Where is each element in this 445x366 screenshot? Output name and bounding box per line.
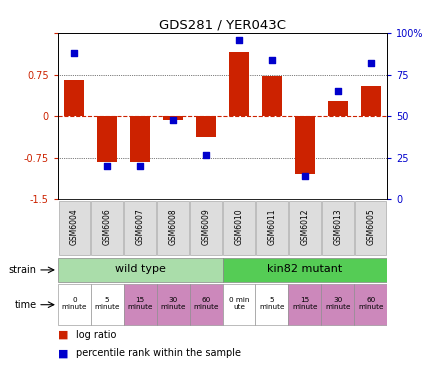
Bar (328, 101, 348, 116)
Bar (222, 258, 387, 282)
Text: GSM6013: GSM6013 (333, 208, 342, 245)
Point (71, 50, 78, 56)
Bar (361, 86, 380, 116)
Text: log ratio: log ratio (76, 330, 116, 340)
Bar (289, 201, 321, 255)
Point (104, 163, 111, 169)
Point (137, 163, 144, 169)
Bar (288, 284, 321, 325)
Bar (58, 258, 222, 282)
Text: 0
minute: 0 minute (61, 297, 87, 310)
Text: 5
minute: 5 minute (94, 297, 120, 310)
Text: kin82 mutant: kin82 mutant (267, 264, 343, 273)
Bar (157, 284, 190, 325)
Text: 30
minute: 30 minute (160, 297, 186, 310)
Text: percentile rank within the sample: percentile rank within the sample (76, 348, 241, 358)
Bar (354, 284, 387, 325)
Point (301, 173, 308, 179)
Bar (262, 76, 282, 116)
Point (202, 152, 210, 157)
Bar (190, 284, 222, 325)
Text: 60
minute: 60 minute (193, 297, 219, 310)
Bar (124, 284, 157, 325)
Text: GSM6010: GSM6010 (235, 208, 243, 245)
Text: GSM6004: GSM6004 (70, 208, 79, 245)
Bar (65, 80, 84, 116)
Bar (355, 201, 387, 255)
Bar (91, 284, 124, 325)
Bar (58, 201, 90, 255)
Bar (130, 116, 150, 162)
Text: 5
minute: 5 minute (259, 297, 285, 310)
Bar (190, 201, 222, 255)
Text: strain: strain (8, 265, 36, 275)
Text: GSM6005: GSM6005 (366, 208, 375, 245)
Bar (256, 201, 288, 255)
Point (268, 57, 275, 63)
Bar (321, 284, 354, 325)
Text: ■: ■ (58, 348, 69, 358)
Bar (97, 116, 117, 162)
Bar (222, 284, 255, 325)
Text: GSM6009: GSM6009 (202, 208, 210, 245)
Point (170, 117, 177, 123)
Point (334, 88, 341, 94)
Bar (124, 201, 156, 255)
Bar (58, 284, 91, 325)
Point (367, 60, 374, 66)
Text: 60
minute: 60 minute (358, 297, 384, 310)
Bar (295, 116, 315, 175)
Text: 15
minute: 15 minute (127, 297, 153, 310)
Bar (91, 201, 123, 255)
Bar (157, 201, 189, 255)
Bar (223, 201, 255, 255)
Text: GSM6012: GSM6012 (300, 209, 309, 245)
Bar (163, 116, 183, 120)
Text: GSM6008: GSM6008 (169, 208, 178, 245)
Bar (255, 284, 288, 325)
Text: GSM6011: GSM6011 (267, 209, 276, 245)
Text: 15
minute: 15 minute (292, 297, 318, 310)
Text: 0 min
ute: 0 min ute (229, 297, 249, 310)
Bar (196, 116, 216, 137)
Text: time: time (14, 300, 36, 310)
Text: ■: ■ (58, 330, 69, 340)
Text: GSM6007: GSM6007 (136, 208, 145, 245)
Text: wild type: wild type (115, 264, 166, 273)
Text: 30
minute: 30 minute (325, 297, 351, 310)
Title: GDS281 / YER043C: GDS281 / YER043C (159, 19, 286, 32)
Bar (229, 52, 249, 116)
Text: GSM6006: GSM6006 (103, 208, 112, 245)
Bar (322, 201, 354, 255)
Point (235, 37, 243, 42)
